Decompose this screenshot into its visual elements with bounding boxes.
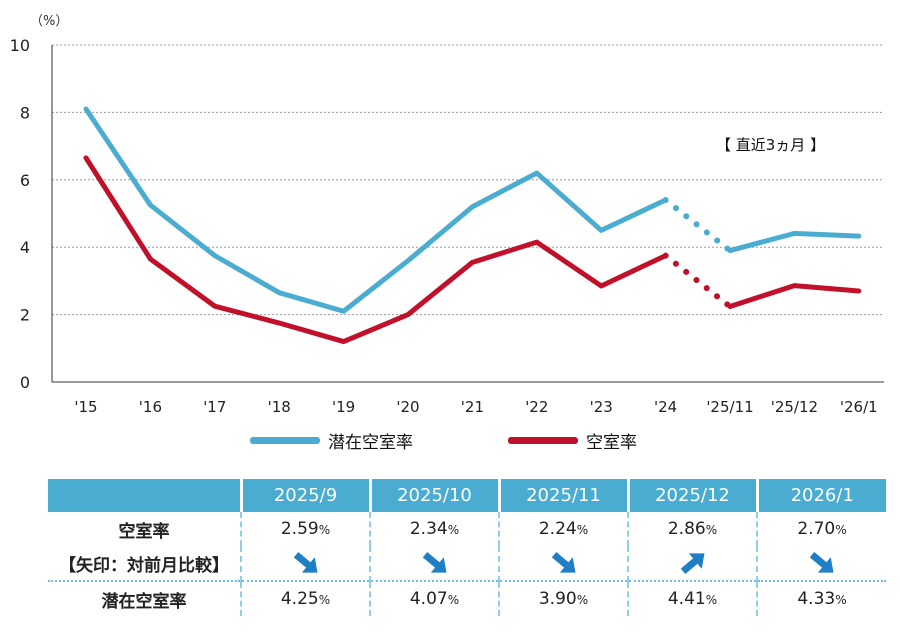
x-tick-label: '15 (74, 398, 97, 416)
legend-potential-swatch (250, 437, 320, 444)
legend-vacancy-label: 空室率 (586, 433, 637, 453)
series-line-recent-potential (727, 230, 862, 254)
month-header: 2025/11 (497, 479, 628, 512)
potential-cell: 4.41% (627, 581, 757, 616)
y-axis-unit: （%） (30, 14, 69, 29)
month-header: 2026/1 (755, 479, 886, 512)
table-corner (48, 479, 241, 512)
potential-row-label: 潜在空室率 (101, 591, 187, 612)
y-tick-label: 4 (20, 238, 30, 257)
potential-cell: 4.25% (240, 581, 370, 616)
x-tick-label: '26/1 (840, 398, 878, 416)
arrow-cell (498, 546, 628, 582)
x-tick-label: '17 (203, 398, 226, 416)
x-tick-label: '21 (461, 398, 484, 416)
legend-vacancy-swatch (508, 437, 578, 444)
arrow-down-icon (809, 551, 834, 573)
series-line-recent-vacancy (727, 283, 862, 310)
potential-cell: 4.33% (756, 581, 886, 616)
y-tick-label: 8 (20, 103, 30, 122)
y-tick-label: 0 (20, 373, 30, 392)
arrow-cell (369, 546, 499, 582)
x-tick-label: '20 (396, 398, 419, 416)
line-chart: 0 2 4 6 8 10 '15 '16 '17 '18 '19 '20 '21 '22 '23 '24 '25… (10, 36, 884, 416)
trend-arrow-icon (293, 551, 317, 573)
x-tick-label: '16 (139, 398, 162, 416)
y-tick-label: 6 (20, 171, 30, 190)
vacancy-row-label: 空室率 (118, 521, 170, 542)
arrow-down-icon (293, 551, 317, 573)
summary-table: 2025/9 2025/10 2025/11 2025/12 2026/1 空室… (48, 479, 886, 616)
legend-potential-label: 潜在空室率 (328, 433, 413, 453)
y-tick-label: 10 (10, 36, 30, 55)
month-header: 2025/10 (368, 479, 499, 512)
arrow-note: 【矢印：対前月比較】 (48, 546, 241, 582)
x-tick-label: '18 (268, 398, 291, 416)
trend-arrow-icon (680, 553, 704, 575)
vacancy-cell: 2.59% (240, 512, 370, 546)
month-header: 2025/9 (239, 479, 370, 512)
series-line-potential (83, 106, 669, 314)
trend-arrow-icon (551, 551, 575, 573)
arrow-cell (756, 546, 886, 582)
x-tick-label: '25/11 (706, 398, 753, 416)
x-tick-label: '25/12 (771, 398, 818, 416)
y-tick-label: 2 (20, 306, 30, 325)
arrow-up-icon (680, 553, 704, 575)
potential-cell: 4.07% (369, 581, 499, 616)
x-tick-label: '19 (332, 398, 355, 416)
trend-arrow-icon (809, 551, 834, 573)
vacancy-cell: 2.86% (627, 512, 757, 546)
legend-vacancy: 空室率 (508, 428, 637, 453)
arrow-down-icon (422, 551, 446, 573)
potential-cell: 3.90% (498, 581, 628, 616)
vacancy-cell: 2.24% (498, 512, 628, 546)
arrow-cell (627, 546, 757, 582)
recent-3-months-label: 【 直近3ヵ月 】 (716, 136, 826, 154)
month-header: 2025/12 (626, 479, 757, 512)
vacancy-cell: 2.70% (756, 512, 886, 546)
series-dotted-gap (662, 252, 733, 310)
potential-row: 潜在空室率 4.25% 4.07% 3.90% 4.41% 4.33% (48, 581, 886, 616)
x-tick-label: '24 (654, 398, 677, 416)
arrow-cell (240, 546, 370, 582)
series-line-vacancy (83, 155, 669, 345)
table-header-row: 2025/9 2025/10 2025/11 2025/12 2026/1 (48, 479, 886, 512)
arrow-down-icon (551, 551, 575, 573)
x-tick-label: '22 (525, 398, 548, 416)
arrow-row: 【矢印：対前月比較】 (48, 546, 886, 582)
trend-arrow-icon (422, 551, 446, 573)
legend-potential: 潜在空室率 (250, 428, 413, 453)
vacancy-row: 空室率 2.59% 2.34% 2.24% 2.86% 2.70% (48, 512, 886, 546)
vacancy-cell: 2.34% (369, 512, 499, 546)
x-tick-label: '23 (590, 398, 613, 416)
series-dotted-gap (662, 197, 733, 254)
